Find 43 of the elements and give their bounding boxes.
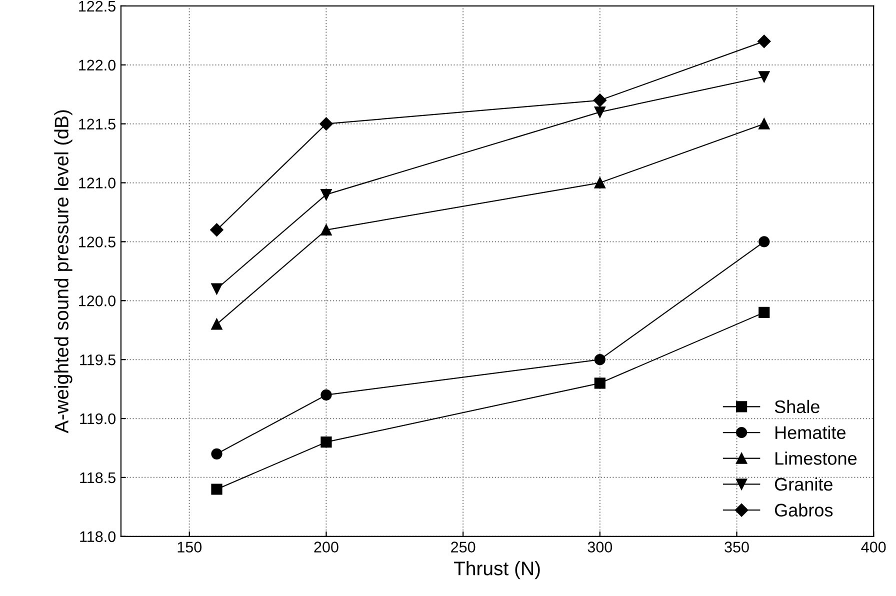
point: [758, 34, 771, 48]
point: [593, 94, 606, 107]
point: [320, 224, 332, 236]
y-tick-label: 121.5: [79, 118, 116, 130]
y-tick-label: 121.0: [79, 178, 116, 188]
x-tick-label: 200: [314, 542, 338, 552]
legend-label: Shale: [774, 400, 820, 414]
y-tick-label: 119.5: [80, 354, 116, 366]
y-tick-label: 120.5: [79, 236, 116, 248]
x-tick-label: 150: [178, 542, 202, 552]
x-axis-title: Thrust (N): [454, 561, 540, 580]
point: [320, 189, 332, 200]
point: [594, 106, 606, 118]
point: [594, 177, 606, 188]
x-tick-label: 250: [451, 542, 476, 552]
point: [758, 71, 770, 82]
legend-label: Granite: [774, 477, 832, 491]
x-tick-label: 350: [724, 542, 749, 552]
y-axis-title: A-weighted sound pressure level (dB): [54, 110, 72, 434]
point: [210, 223, 224, 237]
point: [320, 389, 332, 401]
point: [594, 378, 606, 389]
point: [758, 306, 770, 318]
y-tick-label: 122.5: [79, 0, 116, 12]
y-tick-label: 119.0: [80, 413, 116, 424]
y-tick-label: 118.5: [80, 472, 116, 484]
point: [594, 354, 606, 366]
point: [211, 318, 222, 330]
point: [758, 236, 770, 248]
y-tick-label: 120.0: [79, 296, 116, 306]
legend-label: Gabros: [774, 503, 833, 517]
point: [211, 283, 222, 294]
y-tick-label: 118.0: [80, 531, 116, 542]
y-tick-label: 122.0: [79, 60, 116, 71]
legend-label: Limestone: [776, 452, 857, 465]
point: [320, 117, 333, 130]
legend-label: Hematite: [776, 426, 846, 440]
point: [758, 118, 770, 130]
x-tick-label: 300: [588, 542, 612, 552]
x-tick-label: 400: [861, 542, 886, 552]
point: [211, 484, 222, 495]
point: [320, 436, 332, 448]
point: [211, 448, 222, 460]
